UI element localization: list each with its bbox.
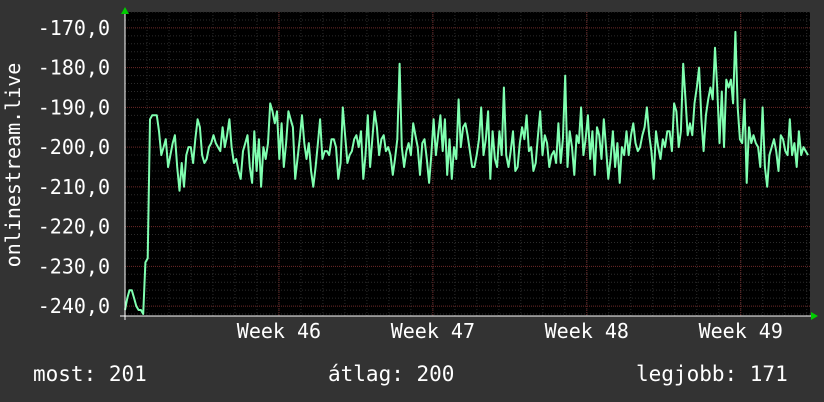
y-tick-label: -240,0 [38,294,110,318]
y-tick-label: -220,0 [38,215,110,239]
major-grid [125,12,810,316]
y-tick-labels: -170,0 -180,0 -190,0 -200,0 -210,0 -220,0 -230… [38,16,110,318]
series-line [124,30,809,315]
y-tick-label: -230,0 [38,254,110,278]
x-tick-label: Week 49 [699,319,783,343]
y-tick-label: -190,0 [38,95,110,119]
series-layer [124,30,809,315]
y-axis-arrow [121,7,129,14]
y-axis-label: onlinestream.live [1,63,25,268]
y-tick-label: -210,0 [38,175,110,199]
y-tick-label: -180,0 [38,56,110,80]
x-tick-labels: Week 46 Week 47 Week 48 Week 49 [237,319,783,343]
x-tick-label: Week 46 [237,319,321,343]
x-tick-label: Week 47 [391,319,475,343]
y-tick-label: -200,0 [38,135,110,159]
y-tick-label: -170,0 [38,16,110,40]
x-tick-label: Week 48 [545,319,629,343]
plot-area [125,12,810,316]
stat-current: most: 201 [33,362,147,386]
axes [120,7,818,320]
x-axis-arrow [811,312,818,320]
stat-average: átlag: 200 [328,362,455,386]
stat-best: legjobb: 171 [636,362,788,386]
